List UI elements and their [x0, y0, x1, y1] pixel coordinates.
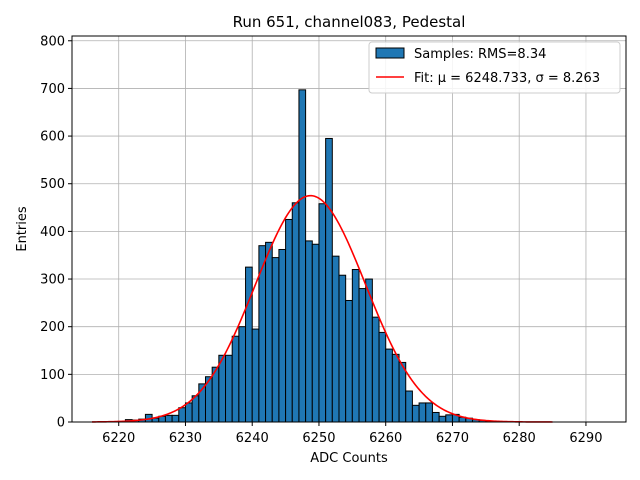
histogram-bar — [225, 354, 233, 423]
histogram-bars — [124, 89, 494, 423]
y-tick-label: 100 — [40, 368, 65, 383]
histogram-bar — [425, 402, 433, 423]
histogram-bar — [251, 328, 260, 423]
histogram-bar — [385, 348, 393, 423]
x-tick-label: 6270 — [436, 431, 469, 446]
legend-label-fit: Fit: μ = 6248.733, σ = 8.263 — [414, 71, 600, 86]
histogram-bar — [178, 407, 186, 423]
histogram-bar — [378, 331, 387, 423]
histogram-bar — [405, 390, 413, 423]
histogram-bar — [184, 402, 193, 423]
histogram-bar — [358, 288, 367, 423]
histogram-bar — [398, 361, 407, 423]
histogram-bar — [171, 414, 180, 423]
y-tick-label: 800 — [40, 34, 65, 49]
x-tick-label: 6290 — [569, 431, 602, 446]
chart-title: Run 651, channel083, Pedestal — [233, 13, 466, 31]
x-axis-ticks: 6220 6230 6240 6250 6260 6270 6280 6290 — [102, 422, 602, 446]
histogram-bar — [238, 326, 247, 423]
histogram-bar — [271, 257, 280, 423]
histogram-bar — [278, 248, 287, 423]
x-tick-label: 6240 — [236, 431, 269, 446]
legend-label-samples: Samples: RMS=8.34 — [414, 47, 546, 62]
x-tick-label: 6250 — [302, 431, 335, 446]
grid — [72, 36, 626, 423]
histogram-bar — [431, 411, 440, 423]
histogram-bar — [338, 274, 347, 423]
histogram-bar — [245, 266, 253, 423]
y-axis-ticks: 0 100 200 300 400 500 600 700 800 — [40, 34, 72, 431]
y-tick-label: 400 — [40, 225, 65, 240]
legend-swatch-samples — [375, 47, 405, 59]
fit-curve — [92, 194, 553, 423]
histogram-bar — [351, 269, 360, 423]
histogram-bar — [331, 255, 340, 423]
histogram-bar — [218, 354, 227, 423]
legend: Samples: RMS=8.34 Fit: μ = 6248.733, σ =… — [368, 41, 621, 94]
y-tick-label: 200 — [40, 320, 65, 335]
fit-curve-group — [92, 194, 553, 423]
y-tick-label: 600 — [40, 130, 65, 145]
histogram-bar — [391, 353, 400, 423]
histogram-bar — [411, 404, 420, 423]
y-tick-label: 700 — [40, 82, 65, 97]
x-tick-label: 6220 — [102, 431, 135, 446]
histogram-bar — [291, 202, 300, 423]
histogram-bar — [265, 241, 273, 423]
y-tick-label: 500 — [40, 177, 65, 192]
y-tick-label: 300 — [40, 273, 65, 288]
histogram-bar — [445, 414, 453, 423]
histogram-bar — [318, 203, 327, 423]
y-tick-label: 0 — [57, 416, 65, 431]
histogram-bar — [325, 137, 333, 423]
x-tick-label: 6260 — [369, 431, 402, 446]
x-tick-label: 6230 — [169, 431, 202, 446]
histogram-bar — [164, 414, 173, 423]
histogram-bar — [345, 299, 353, 423]
histogram-bar — [191, 395, 200, 423]
plot-frame — [71, 35, 627, 423]
x-axis-label: ADC Counts — [310, 451, 388, 466]
histogram-bar — [311, 243, 320, 423]
y-axis-label: Entries — [15, 206, 30, 252]
x-tick-label: 6280 — [503, 431, 536, 446]
histogram-bar — [285, 218, 293, 423]
histogram-bar — [438, 415, 447, 423]
histogram-bar — [371, 316, 380, 423]
histogram-bar — [231, 335, 240, 423]
histogram-bar — [305, 240, 313, 423]
legend-box — [368, 41, 621, 94]
histogram-bar — [298, 89, 307, 423]
histogram-bar — [418, 402, 427, 423]
